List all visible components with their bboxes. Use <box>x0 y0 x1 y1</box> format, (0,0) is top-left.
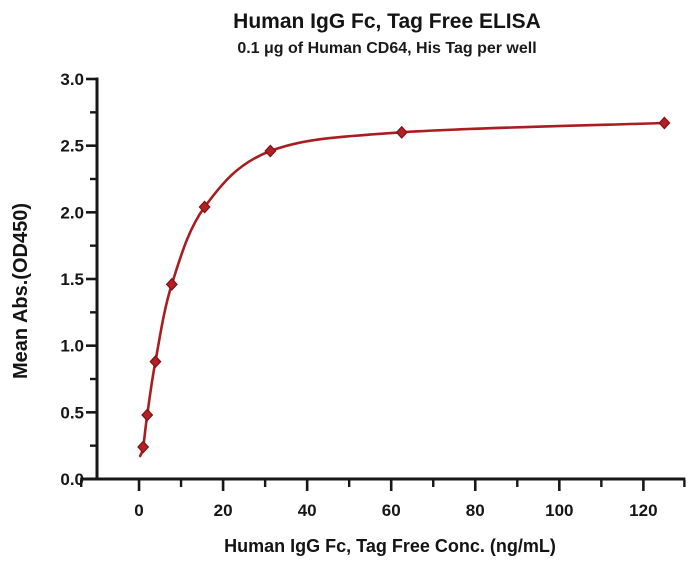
data-point-diamond <box>149 355 162 369</box>
x-tick-label: 120 <box>629 501 657 520</box>
y-tick-label: 0.5 <box>60 403 84 422</box>
x-tick-label: 100 <box>545 501 573 520</box>
x-tick-label: 60 <box>382 501 401 520</box>
x-axis-title: Human IgG Fc, Tag Free Conc. (ng/mL) <box>224 536 556 556</box>
data-point-diamond <box>165 277 178 291</box>
x-tick-label: 0 <box>134 501 143 520</box>
fitted-curve <box>138 121 666 458</box>
data-point-diamond <box>395 125 408 139</box>
data-point-diamond <box>658 116 671 130</box>
chart-title: Human IgG Fc, Tag Free ELISA <box>233 10 541 33</box>
data-point-diamond <box>137 440 150 454</box>
y-tick-label: 2.5 <box>60 137 84 156</box>
axis-tick-labels: 0 20 40 60 80 100 120 0.0 0.5 1.0 1.5 2.0 2.5 3.0 <box>60 70 657 520</box>
y-tick-label: 2.0 <box>60 203 84 222</box>
fit-curve-path <box>138 121 666 458</box>
data-point-diamond <box>264 144 277 158</box>
x-tick-label: 20 <box>214 501 233 520</box>
x-tick-label: 40 <box>298 501 317 520</box>
y-tick-label: 0.0 <box>60 470 84 489</box>
data-point-diamond <box>141 408 154 422</box>
data-point-markers <box>137 116 671 454</box>
y-axis-title: Mean Abs.(OD450) <box>10 203 32 379</box>
axes <box>80 77 686 481</box>
y-tick-label: 3.0 <box>60 70 84 89</box>
y-tick-label: 1.0 <box>60 337 84 356</box>
x-tick-label: 80 <box>466 501 485 520</box>
y-tick-label: 1.5 <box>60 270 84 289</box>
axis-ticks <box>79 77 686 491</box>
chart-subtitle: 0.1 μg of Human CD64, His Tag per well <box>237 40 536 57</box>
data-point-diamond <box>198 200 211 214</box>
